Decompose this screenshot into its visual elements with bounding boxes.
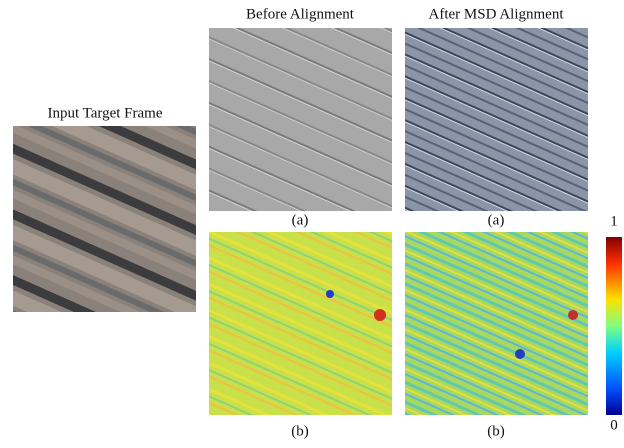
input-image bbox=[13, 126, 196, 312]
before-image bbox=[209, 28, 392, 211]
colorbar bbox=[606, 237, 622, 415]
after-image bbox=[405, 28, 588, 211]
panel-label: (a) bbox=[292, 212, 309, 228]
before-heatmap bbox=[209, 232, 392, 415]
heatmap-spot bbox=[374, 309, 386, 321]
panel-label: (b) bbox=[291, 423, 309, 439]
colorbar-max: 1 bbox=[610, 213, 618, 229]
panel-label: (b) bbox=[487, 423, 505, 439]
input-title: Input Target Frame bbox=[47, 105, 162, 121]
colorbar-min: 0 bbox=[610, 417, 618, 433]
column-title: After MSD Alignment bbox=[429, 6, 565, 22]
after-heatmap bbox=[405, 232, 588, 415]
panel-label: (a) bbox=[488, 212, 505, 228]
heatmap-spot bbox=[568, 310, 578, 320]
figure: Input Target Frame Before Alignment (a) … bbox=[0, 0, 624, 443]
column-title: Before Alignment bbox=[246, 6, 355, 22]
heatmap-spot bbox=[515, 349, 525, 359]
heatmap-spot bbox=[326, 290, 334, 298]
